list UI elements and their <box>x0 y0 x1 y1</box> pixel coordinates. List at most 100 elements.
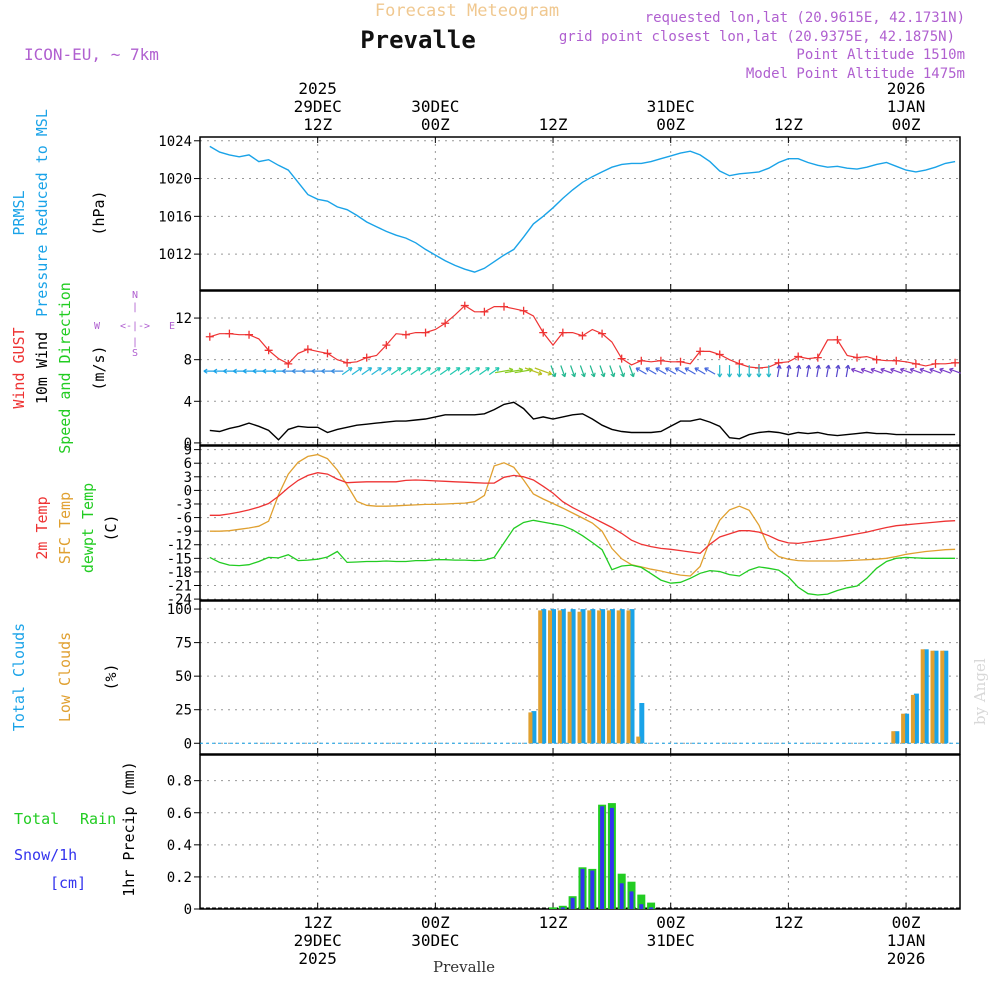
bottom-time-label: 00Z <box>892 913 921 932</box>
y-tick-label: -18 <box>167 565 192 581</box>
low-cloud-bar <box>910 694 915 744</box>
wind-direction-arrow <box>835 364 841 378</box>
bottom-time-label: 12Z <box>539 913 568 932</box>
wind-direction-arrow <box>534 367 553 376</box>
y-tick-label: 75 <box>175 636 192 652</box>
panel-frame <box>199 136 961 291</box>
total-cloud-bar <box>923 649 929 744</box>
wind-direction-arrow <box>870 367 883 374</box>
model-label: ICON-EU, ~ 7km <box>24 45 159 64</box>
precip-axis-label: 1hr Precip (mm) <box>120 761 138 896</box>
top-time-label: 00Z <box>656 115 685 134</box>
top-time-label: 31DEC <box>647 97 695 116</box>
y-tick-label: -21 <box>167 579 192 595</box>
low-cloud-bar <box>606 610 611 744</box>
top-time-label: 00Z <box>892 115 921 134</box>
wind-direction-arrow <box>909 367 922 374</box>
top-time-label: 12Z <box>539 115 568 134</box>
rain-label: Rain <box>80 810 116 828</box>
wind-direction-arrow <box>628 365 635 378</box>
y-tick-label: -15 <box>167 551 192 567</box>
snow-bar <box>639 904 644 909</box>
y-tick-label: 8 <box>184 353 192 369</box>
y-tick-label: 1012 <box>158 247 192 263</box>
total-cloud-bar <box>551 609 556 744</box>
wind-direction-arrow <box>351 367 363 376</box>
y-tick-label: 9 <box>184 443 192 459</box>
cloud-labels: Total Clouds Low Clouds (%) <box>10 623 120 731</box>
wind-direction-arrow <box>766 365 772 378</box>
low-cloud-bar <box>538 610 543 744</box>
wind-10m-line <box>209 401 956 441</box>
gust-marker <box>656 356 665 365</box>
celsius-label: (C) <box>102 514 120 541</box>
snow-bar <box>609 807 614 909</box>
total-cloud-bar <box>600 609 606 744</box>
wind-direction-arrow <box>825 364 831 378</box>
compass-n-bar: | <box>132 302 138 313</box>
top-time-label: 29DEC <box>294 97 342 116</box>
bottom-time-label: 1JAN <box>887 931 926 950</box>
gust-marker <box>558 328 567 337</box>
gust-marker <box>500 302 508 311</box>
rain-bar <box>549 907 557 909</box>
wind-direction-arrow <box>459 367 471 376</box>
low-cloud-bar <box>636 736 641 744</box>
y-tick-label: 25 <box>175 703 192 719</box>
gust-marker <box>951 358 960 367</box>
total-cloud-bar <box>609 609 615 744</box>
wind-direction-arrow <box>890 367 903 374</box>
rain-bar <box>647 902 656 909</box>
grid-coords: grid point closest lon,lat (20.9375E, 42… <box>559 29 955 45</box>
total-cloud-bar <box>541 609 547 744</box>
pressure-line <box>209 145 956 273</box>
total-cloud-bar <box>639 703 645 744</box>
wind-direction-arrow <box>880 367 893 374</box>
pressure-msl-label: Pressure Reduced to MSL <box>33 109 51 317</box>
wind-direction-arrow <box>400 367 412 376</box>
total-cloud-bar <box>629 609 635 744</box>
sfc-temp-line <box>209 453 956 577</box>
wind-direction-arrow <box>746 365 752 378</box>
wind-direction-arrow <box>619 365 626 378</box>
wind-direction-arrow <box>361 367 373 376</box>
wind-direction-arrow <box>449 367 461 376</box>
gust-marker <box>382 341 391 350</box>
wind-direction-arrow <box>860 367 873 374</box>
low-clouds-label: Low Clouds <box>56 632 74 722</box>
wind-direction-arrow <box>420 367 432 376</box>
gust-marker <box>343 358 352 367</box>
gust-marker <box>323 349 332 358</box>
y-tick-label: 0.4 <box>167 838 192 854</box>
wind-direction-arrow <box>756 365 762 378</box>
wind-direction-arrow <box>845 364 851 378</box>
gust-marker <box>264 346 273 355</box>
wind-direction-arrow <box>655 367 667 375</box>
wind-direction-arrow <box>796 364 802 378</box>
footer-station: Prevalle <box>433 958 495 976</box>
wind-direction-arrow <box>589 365 596 378</box>
total-cloud-bar <box>894 731 900 744</box>
wind-direction-arrow <box>717 365 723 378</box>
y-tick-label: 0 <box>184 483 192 499</box>
y-tick-label: 0.2 <box>167 870 192 886</box>
bottom-time-label: 00Z <box>656 913 685 932</box>
snow-bar <box>649 907 654 909</box>
total-cloud-bar <box>531 711 537 744</box>
gust-marker <box>539 328 548 337</box>
wind-direction-arrow <box>609 365 616 378</box>
wind-direction-arrow <box>776 364 782 378</box>
total-cloud-bar <box>904 713 910 744</box>
gust-marker <box>617 354 626 363</box>
low-cloud-bar <box>587 610 592 744</box>
gust-marker <box>303 345 312 354</box>
wind-direction-arrow <box>694 367 706 375</box>
wind-direction-arrow <box>479 367 490 376</box>
y-tick-label: 50 <box>175 669 192 685</box>
wind-direction-arrow <box>684 367 696 375</box>
top-time-label: 12Z <box>303 115 332 134</box>
gust-marker <box>892 356 901 365</box>
wind-direction-arrow <box>430 367 441 376</box>
dewpt-label: dewpt Temp <box>79 483 97 573</box>
